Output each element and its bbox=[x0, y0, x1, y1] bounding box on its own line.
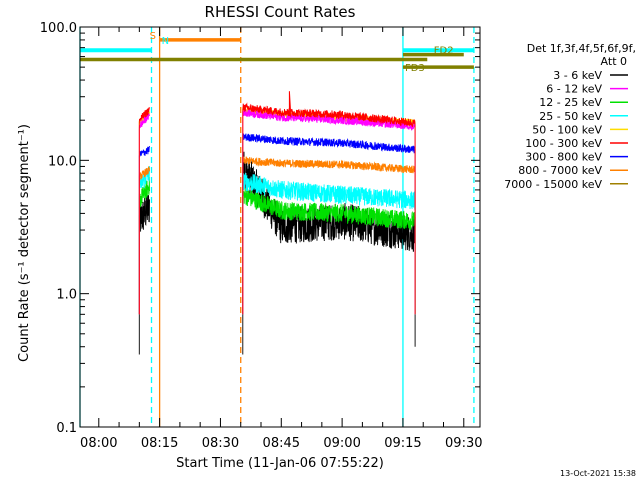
x-tick-label: 08:45 bbox=[263, 436, 300, 451]
series-line bbox=[242, 188, 416, 315]
y-axis-label: Count Rate (s⁻¹ detector segment⁻¹) bbox=[17, 124, 32, 362]
chart-title: RHESSI Count Rates bbox=[205, 3, 356, 21]
series-line bbox=[138, 165, 150, 315]
series-line bbox=[242, 172, 416, 315]
spike-mark bbox=[288, 91, 292, 118]
x-axis-label: Start Time (11-Jan-06 07:55:22) bbox=[176, 456, 384, 471]
y-tick-label: 100.0 bbox=[40, 21, 77, 36]
annotation-label: S bbox=[150, 31, 156, 42]
legend-entry-label: 3 - 6 keV bbox=[553, 69, 602, 82]
series-line bbox=[242, 133, 416, 315]
legend-header-line-2: Att 0 bbox=[601, 55, 627, 68]
plot-area: S N FD2 FD3 bbox=[79, 27, 475, 427]
series-line bbox=[242, 102, 416, 315]
annotation-label: N bbox=[162, 36, 169, 47]
legend-entry-label: 7000 - 15000 keV bbox=[504, 178, 602, 191]
series-line bbox=[138, 192, 150, 355]
y-tick-label: 0.1 bbox=[56, 421, 77, 436]
legend-entry-label: 6 - 12 keV bbox=[546, 83, 602, 96]
x-tick-label: 08:30 bbox=[202, 436, 239, 451]
x-tick-label: 08:15 bbox=[141, 436, 178, 451]
annotation-label: FD2 bbox=[434, 46, 454, 57]
series-line bbox=[242, 156, 416, 315]
legend-entry-label: 12 - 25 keV bbox=[539, 96, 602, 109]
footer-timestamp: 13-Oct-2021 15:38 bbox=[560, 469, 636, 478]
legend-entry-label: 25 - 50 keV bbox=[539, 110, 602, 123]
series-line bbox=[138, 107, 150, 315]
x-tick-label: 08:00 bbox=[80, 436, 117, 451]
legend-entry-label: 50 - 100 keV bbox=[532, 123, 602, 136]
y-tick-label: 10.0 bbox=[48, 154, 77, 169]
x-tick-label: 09:00 bbox=[323, 436, 360, 451]
legend-header-line-1: Det 1f,3f,4f,5f,6f,9f, bbox=[527, 42, 636, 55]
legend-entry-label: 300 - 800 keV bbox=[525, 151, 602, 164]
legend: Det 1f,3f,4f,5f,6f,9f, Att 0 3 - 6 keV6 … bbox=[504, 42, 636, 191]
x-tick-label: 09:30 bbox=[445, 436, 482, 451]
y-tick-label: 1.0 bbox=[56, 288, 77, 303]
axes: 0.1 1.0 10.0 100.0 08:00 08:15 08:30 08:45 09:00… bbox=[40, 21, 483, 451]
series-line bbox=[138, 166, 150, 315]
series-line bbox=[138, 146, 150, 315]
annotation-label: FD3 bbox=[405, 63, 425, 74]
legend-entry-label: 100 - 300 keV bbox=[525, 137, 602, 150]
x-tick-label: 09:15 bbox=[384, 436, 421, 451]
plot-frame bbox=[79, 26, 481, 428]
legend-entry-label: 800 - 7000 keV bbox=[518, 164, 602, 177]
